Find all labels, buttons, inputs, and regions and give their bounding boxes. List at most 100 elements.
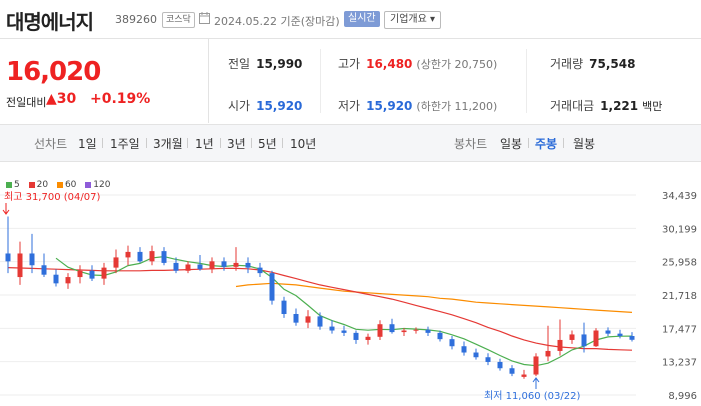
candle-body [317, 316, 323, 327]
stock-code: 389260 [115, 13, 157, 26]
tab-candle-chart[interactable]: 봉차트 [454, 137, 488, 151]
low-label: 저가 [338, 99, 361, 113]
candle-body [53, 274, 59, 284]
stat-low: 저가 15,920 (하한가 11,200) [338, 97, 497, 114]
market-badge: 코스닥 [162, 12, 195, 28]
candle-body [89, 270, 95, 279]
y-tick-label: 21,718 [662, 291, 697, 302]
change-label: 전일대비 [6, 96, 47, 109]
candle-body [425, 329, 431, 333]
y-tick-label: 25,958 [662, 258, 697, 269]
candle-body [293, 314, 299, 323]
chart-tabbar: 선차트 1일 1주일 3개월 1년 3년 5년 10년 봉차트 일봉 주봉 월봉 [0, 124, 701, 162]
upper-limit: (상한가 20,750) [416, 58, 498, 71]
candle-body [557, 339, 563, 351]
tab-line-chart[interactable]: 선차트 [34, 137, 68, 151]
candle-body [209, 261, 215, 270]
candle-body [341, 330, 347, 333]
company-name: 대명에너지 [6, 10, 94, 34]
tab-daily[interactable]: 일봉 [500, 137, 523, 151]
tab-3m[interactable]: 3개월 [153, 137, 183, 151]
price-panel: 16,020 전일대비 ▲30 +0.19% [0, 39, 209, 123]
candle-body [389, 324, 395, 333]
stats-panel: 전일 15,990 고가 16,480 (상한가 20,750) 거래량 75,548 … [208, 39, 701, 123]
open-value: 15,920 [256, 99, 303, 113]
stat-amount: 거래대금 1,221 백만 [550, 97, 662, 114]
price-chart[interactable]: 5 20 60 120 34,439 30,199 25,958 21,718 17,4… [0, 161, 701, 406]
high-arrow [2, 203, 10, 215]
stock-header: 대명에너지 389260 코스닥 2024.05.22 기준(장마감) 실시간 … [0, 0, 701, 39]
tab-3y[interactable]: 3년 [227, 137, 246, 151]
candle-body [497, 361, 503, 369]
candle-body [617, 333, 623, 337]
candle-body [629, 336, 635, 340]
candle-body [197, 264, 203, 270]
legend-ma5-label: 5 [14, 180, 20, 190]
candle-body [485, 357, 491, 362]
candle-body [281, 300, 287, 315]
amount-unit: 백만 [642, 100, 663, 113]
candle-body [17, 253, 23, 278]
legend-ma20-label: 20 [36, 180, 49, 190]
candle-body [581, 334, 587, 347]
y-tick-label: 8,996 [668, 391, 697, 402]
lower-limit: (하한가 11,200) [416, 100, 498, 113]
prev-close-label: 전일 [228, 57, 251, 71]
stat-volume: 거래량 75,548 [550, 55, 635, 72]
legend-ma20: 20 [28, 180, 49, 190]
candle-body [353, 332, 359, 340]
y-tick-label: 13,237 [662, 358, 697, 369]
tab-weekly[interactable]: 주봉 [535, 137, 558, 151]
candle-body [413, 329, 419, 331]
y-tick-label: 30,199 [662, 224, 697, 235]
change-percent: +0.19% [90, 91, 151, 107]
candle-body [305, 316, 311, 323]
company-info-dropdown[interactable]: 기업개요 ▾ [384, 11, 441, 29]
tab-separator [563, 138, 564, 148]
tab-1d[interactable]: 1일 [78, 137, 97, 151]
candle-body [473, 352, 479, 358]
candle-body [269, 273, 275, 301]
tab-separator [220, 138, 221, 148]
ma20-line [7, 267, 633, 351]
high-annotation: 최고 31,700 (04/07) [4, 191, 100, 203]
tab-5y[interactable]: 5년 [258, 137, 277, 151]
tab-10y[interactable]: 10년 [290, 137, 317, 151]
low-arrow [532, 377, 540, 389]
tab-separator [187, 138, 188, 148]
amount-label: 거래대금 [550, 99, 595, 113]
legend-ma5: 5 [6, 180, 20, 190]
candle-body [101, 267, 107, 279]
candle-body [77, 270, 83, 278]
volume-value: 75,548 [589, 57, 636, 71]
candle-body [41, 265, 47, 275]
candle-body [245, 262, 251, 268]
candle-body [173, 262, 179, 271]
candle-body [137, 251, 143, 262]
tab-monthly[interactable]: 월봉 [573, 137, 596, 151]
prev-close-value: 15,990 [256, 57, 303, 71]
tab-1w[interactable]: 1주일 [110, 137, 140, 151]
legend-ma120-label: 120 [93, 180, 111, 190]
legend-ma60: 60 [56, 180, 76, 190]
base-date: 2024.05.22 기준(장마감) [214, 15, 340, 28]
tab-1y[interactable]: 1년 [195, 137, 214, 151]
candle-body [233, 262, 239, 267]
stat-high: 고가 16,480 (상한가 20,750) [338, 55, 497, 72]
candle-body [449, 339, 455, 347]
candle-body [509, 368, 515, 374]
candle-body [125, 251, 131, 258]
candle-body [461, 346, 467, 353]
candle-body [605, 330, 611, 334]
candle-body [113, 257, 119, 268]
candle-body [221, 261, 227, 267]
candle-body [377, 324, 383, 337]
tab-separator [102, 138, 103, 148]
realtime-button[interactable]: 실시간 [344, 11, 380, 27]
open-label: 시가 [228, 99, 251, 113]
candle-body [257, 267, 263, 274]
candle-body [593, 330, 599, 347]
y-tick-label: 17,477 [662, 324, 697, 335]
candle-body [29, 253, 35, 266]
candle-body [545, 350, 551, 357]
